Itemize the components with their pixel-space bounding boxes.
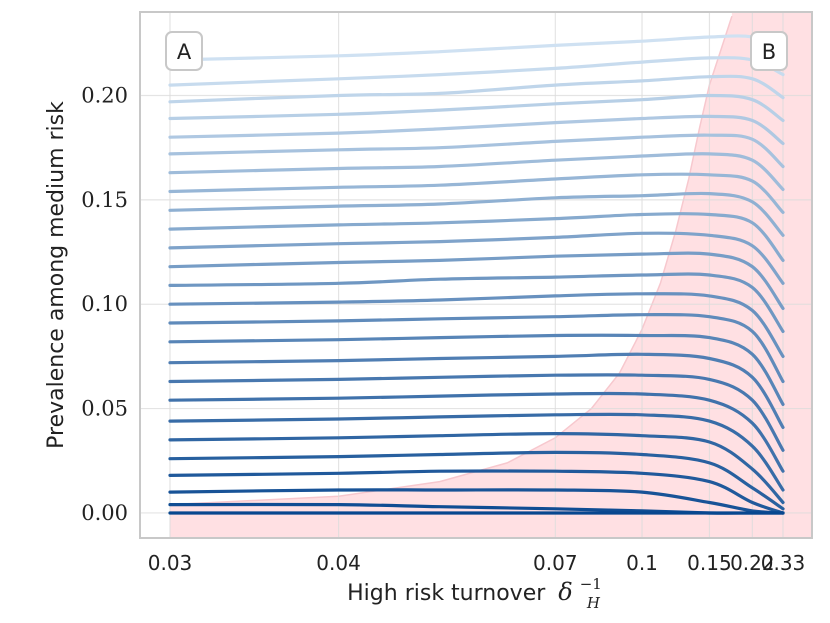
series-line — [168, 191, 785, 237]
y-tick-label: 0.05 — [81, 397, 128, 421]
x-axis-title: High risk turnover δ −1 H — [347, 570, 609, 612]
series-line — [168, 152, 785, 191]
series-line — [168, 412, 785, 492]
series-line — [168, 212, 785, 262]
x-axis-title-symbol: δ — [558, 578, 572, 606]
y-tick-label: 0.00 — [81, 501, 128, 525]
annotation-a-box — [165, 31, 203, 71]
shaded-region — [170, 12, 812, 538]
series-line — [168, 74, 785, 104]
y-tick-label: 0.10 — [81, 292, 128, 316]
series-line — [168, 373, 785, 452]
x-tick-label: 0.03 — [148, 551, 193, 575]
series-line — [168, 352, 785, 429]
series-line — [168, 313, 785, 384]
series-line — [168, 272, 785, 333]
series-line — [168, 133, 785, 169]
series-line — [168, 431, 785, 505]
series-line — [168, 93, 785, 123]
series-line — [168, 488, 785, 515]
series-line — [168, 450, 785, 511]
annotation-a-label: A — [177, 40, 192, 64]
series-line — [168, 56, 785, 87]
x-tick-label: 0.1 — [626, 551, 658, 575]
series-line — [168, 231, 785, 285]
y-tick-label: 0.15 — [81, 188, 128, 212]
series-line — [168, 391, 785, 473]
annotation-b-box — [750, 31, 788, 71]
y-tick-label: 0.20 — [81, 83, 128, 107]
series-line — [168, 333, 785, 406]
x-axis-title-superscript: −1 — [580, 575, 602, 593]
series-line — [168, 172, 785, 214]
annotation-a: A — [165, 31, 203, 71]
series-line — [168, 251, 785, 310]
x-tick-label: 0.07 — [533, 551, 578, 575]
series-line — [168, 114, 785, 146]
x-axis-title-text: High risk turnover — [347, 581, 546, 606]
x-tick-label: 0.33 — [761, 551, 806, 575]
series-line — [168, 34, 785, 62]
x-axis-title-subscript: H — [586, 594, 601, 612]
series-line — [168, 469, 785, 515]
y-axis-title: Prevalence among medium risk — [44, 101, 69, 449]
annotation-b-label: B — [762, 40, 776, 64]
x-tick-label: 0.15 — [687, 551, 732, 575]
plot-frame — [139, 11, 813, 539]
annotation-b: B — [750, 31, 788, 71]
series-line — [168, 292, 785, 358]
x-tick-label: 0.04 — [316, 551, 361, 575]
x-tick-label: 0.22 — [730, 551, 775, 575]
